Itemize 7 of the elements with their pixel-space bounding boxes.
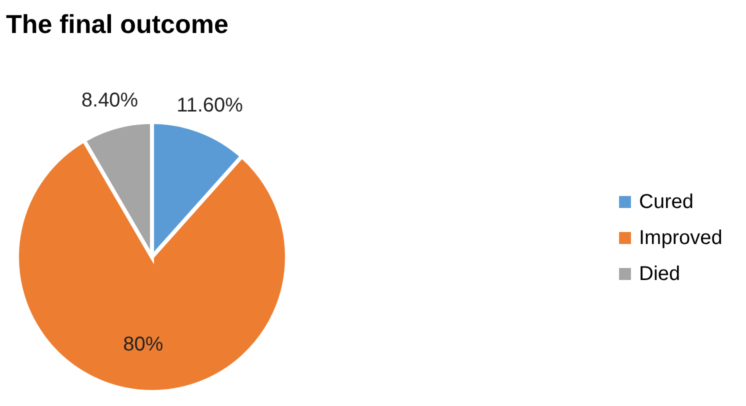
chart-title: The final outcome [6, 9, 228, 39]
legend-label: Died [639, 263, 680, 285]
legend-label: Improved [639, 227, 722, 249]
data-label: 8.40% [81, 90, 138, 112]
data-label: 80% [123, 333, 164, 356]
legend-label: Cured [639, 191, 694, 213]
data-label: 11.60% [176, 94, 244, 117]
